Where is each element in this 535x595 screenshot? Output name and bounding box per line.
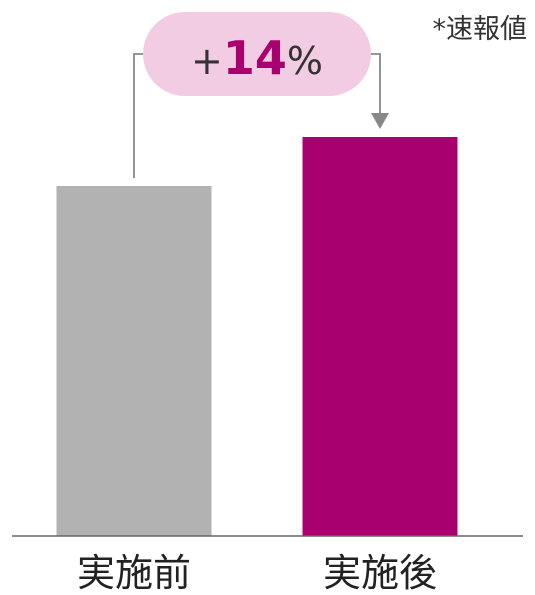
arrow-down-icon	[371, 113, 389, 129]
callout-number: 14	[223, 31, 287, 85]
bar-after	[302, 137, 458, 536]
callout-unit: %	[287, 39, 323, 83]
change-callout-bubble	[143, 12, 371, 96]
preliminary-note: *速報値	[433, 14, 528, 45]
change-callout-text: +14%	[191, 31, 323, 85]
bars-group	[56, 137, 458, 536]
category-label-after: 実施後	[323, 551, 437, 595]
bar-before	[56, 186, 212, 536]
callout-sign: +	[191, 39, 223, 83]
category-label-before: 実施前	[77, 551, 191, 595]
